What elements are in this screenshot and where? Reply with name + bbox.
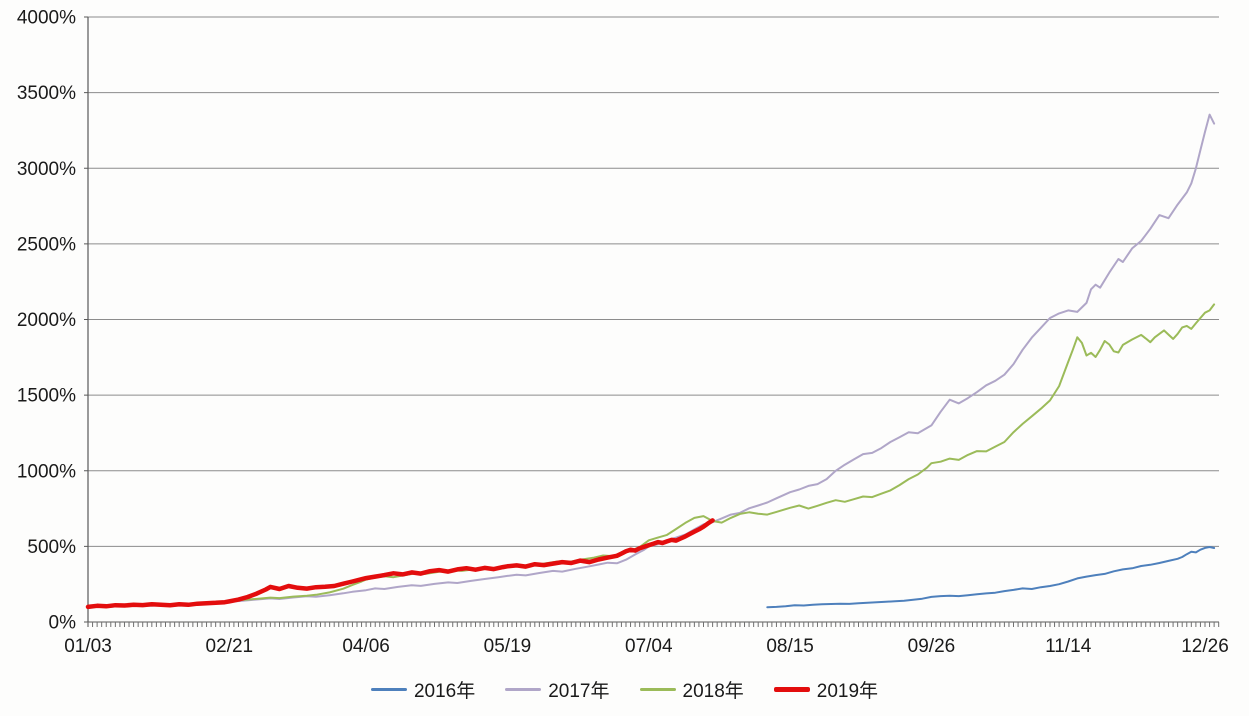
x-axis-label: 11/14: [1045, 636, 1092, 657]
y-axis-label: 2500%: [17, 234, 76, 255]
legend-label: 2018年: [682, 681, 744, 702]
y-axis-label: 0%: [49, 613, 77, 634]
legend-label: 2017年: [548, 681, 610, 702]
y-axis-label: 1000%: [17, 461, 76, 482]
legend-item-2017: 2017年: [505, 676, 610, 703]
series-line-2017: [87, 113, 1216, 608]
x-axis-label: 04/06: [342, 636, 390, 657]
legend-line-swatch: [639, 688, 676, 691]
legend-item-2018: 2018年: [639, 676, 744, 703]
x-axis-label: 08/15: [766, 636, 814, 657]
y-axis-label: 3000%: [17, 159, 76, 180]
x-axis-label: 07/04: [625, 636, 673, 657]
series-line-2016: [766, 546, 1216, 609]
plot-area: 0% 500% 1000% 1500% 2000% 2500% 3000% 3500% 4000…: [17, 8, 1229, 658]
legend-item-2019: 2019年: [773, 676, 879, 703]
legend-label: 2016年: [413, 681, 476, 702]
series-line-2018: [87, 303, 1216, 608]
chart-legend: 2016年 2017年 2018年 2019年: [0, 676, 1249, 703]
y-axis-label: 1500%: [17, 386, 76, 407]
legend-line-swatch: [773, 687, 810, 692]
legend-label: 2019年: [816, 681, 879, 702]
y-axis-label: 3500%: [17, 83, 76, 104]
series-line-2019: [85, 518, 715, 610]
x-axis-label: 02/21: [206, 636, 254, 657]
legend-item-2016: 2016年: [370, 676, 476, 703]
x-axis-label: 12/26: [1181, 636, 1229, 657]
y-axis-label: 500%: [27, 537, 76, 558]
legend-line-swatch: [505, 688, 542, 691]
y-axis-label: 2000%: [17, 310, 76, 331]
legend-line-swatch: [370, 688, 407, 691]
x-axis-label: 05/19: [484, 636, 532, 657]
x-axis-label: 09/26: [908, 636, 956, 657]
y-axis-label: 4000%: [17, 8, 76, 29]
x-axis-label: 01/03: [64, 636, 112, 657]
